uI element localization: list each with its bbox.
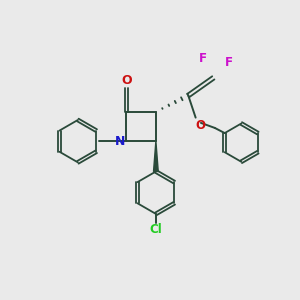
Polygon shape [154,141,158,172]
Text: N: N [115,135,125,148]
Text: F: F [199,52,207,64]
Text: O: O [121,74,132,87]
Text: Cl: Cl [149,223,162,236]
Text: F: F [225,56,233,69]
Text: O: O [196,119,206,132]
